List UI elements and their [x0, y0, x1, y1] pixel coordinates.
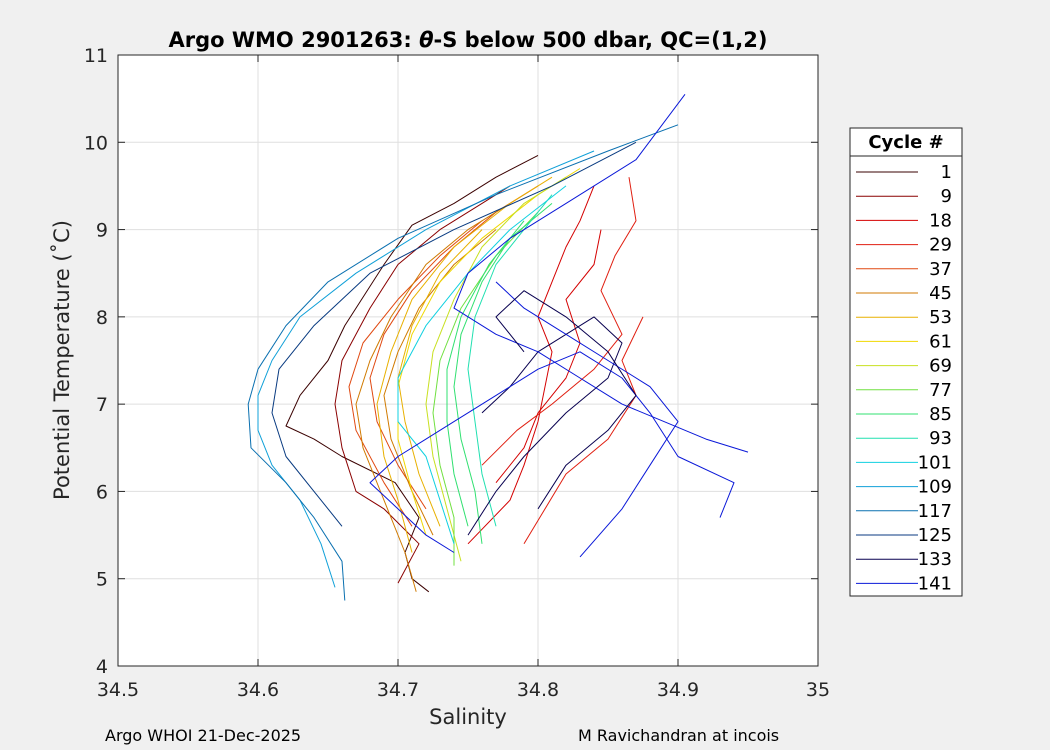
legend-label: 101 — [918, 452, 952, 473]
x-tick-label: 34.5 — [97, 679, 139, 701]
legend-label: 141 — [918, 573, 952, 594]
series-line — [467, 194, 553, 527]
series-line — [271, 141, 637, 527]
plot-area — [118, 55, 818, 666]
legend-box — [849, 127, 963, 597]
legend-label: 29 — [929, 235, 952, 256]
legend-label: 117 — [918, 501, 952, 522]
legend-label: 77 — [929, 380, 952, 401]
data-series — [247, 94, 749, 601]
footer-left: Argo WHOI 21-Dec-2025 — [105, 726, 301, 745]
series-line — [453, 203, 553, 544]
footer-right: M Ravichandran at incois — [578, 726, 779, 745]
legend-label: 45 — [929, 283, 952, 304]
axis-ticks: 34.5 34.6 34.7 34.8 34.9 35 4 5 6 7 8 9 10 11 — [84, 45, 830, 701]
legend-label: 93 — [929, 428, 952, 449]
plot-frame — [117, 54, 819, 667]
x-tick-label: 34.7 — [377, 679, 419, 701]
legend-label: 18 — [929, 210, 952, 231]
x-tick-label: 34.6 — [237, 679, 279, 701]
series-line — [495, 290, 637, 510]
y-tick-label: 11 — [84, 45, 108, 67]
series-line — [425, 176, 567, 562]
series-line — [495, 281, 679, 558]
legend-label: 53 — [929, 307, 952, 328]
series-line — [355, 202, 511, 592]
series-line — [369, 351, 735, 553]
legend-label: 125 — [918, 525, 952, 546]
y-tick-label: 8 — [96, 307, 108, 329]
y-tick-label: 6 — [96, 481, 108, 503]
legend-label: 37 — [929, 259, 952, 280]
series-line — [383, 229, 497, 536]
chart-title: Argo WMO 2901263: θ-S below 500 dbar, QC… — [168, 28, 767, 52]
y-tick-label: 4 — [96, 656, 108, 678]
series-line — [257, 150, 595, 588]
x-tick-label: 34.9 — [657, 679, 699, 701]
legend-label: 9 — [941, 186, 952, 207]
legend-label: 1 — [941, 162, 952, 183]
series-line — [285, 154, 539, 593]
legend: Cycle # 1 9 18 29 37 45 53 61 69 77 85 93 101 109 117 1… — [849, 127, 963, 597]
legend-label: 133 — [918, 549, 952, 570]
x-axis-label: Salinity — [429, 705, 507, 729]
y-tick-label: 10 — [84, 132, 108, 154]
x-tick-label: 35 — [806, 679, 830, 701]
legend-label: 109 — [918, 477, 952, 498]
legend-title: Cycle # — [868, 132, 943, 153]
series-line — [446, 220, 525, 527]
legend-label: 61 — [929, 331, 952, 352]
legend-label: 69 — [929, 356, 952, 377]
legend-label: 85 — [929, 404, 952, 425]
series-line — [467, 316, 623, 536]
y-tick-label: 9 — [96, 220, 108, 242]
series-line — [376, 176, 553, 553]
series-line — [247, 124, 679, 601]
y-axis-label: Potential Temperature (˚C) — [50, 220, 74, 500]
series-line — [481, 177, 637, 466]
series-line — [467, 185, 595, 545]
y-tick-label: 5 — [96, 569, 108, 591]
series-line — [453, 94, 749, 453]
series-line — [397, 168, 581, 536]
x-tick-label: 34.8 — [517, 679, 559, 701]
series-line — [397, 185, 567, 544]
series-line — [369, 185, 539, 510]
series-line — [432, 211, 539, 566]
series-line — [523, 316, 644, 545]
y-tick-label: 7 — [96, 394, 108, 416]
series-line — [495, 229, 602, 484]
